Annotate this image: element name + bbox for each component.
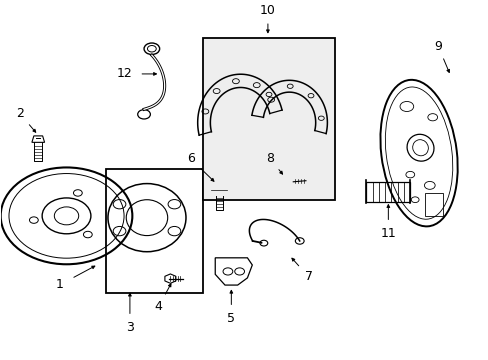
Text: 8: 8 (265, 152, 273, 165)
Text: 1: 1 (56, 278, 63, 292)
Text: 2: 2 (16, 107, 23, 120)
Bar (203, 39, 334, 200)
Text: 3: 3 (126, 320, 134, 333)
Text: 5: 5 (227, 311, 235, 325)
Bar (424, 193, 443, 216)
Text: 10: 10 (260, 4, 275, 17)
Text: 6: 6 (186, 152, 194, 165)
Bar (203, 39, 334, 200)
Bar (366, 182, 409, 202)
Text: 12: 12 (117, 67, 132, 80)
Bar (105, 169, 203, 293)
Text: 4: 4 (154, 300, 162, 313)
Text: 9: 9 (433, 40, 441, 53)
Text: 11: 11 (380, 226, 395, 239)
Text: 7: 7 (304, 270, 312, 283)
